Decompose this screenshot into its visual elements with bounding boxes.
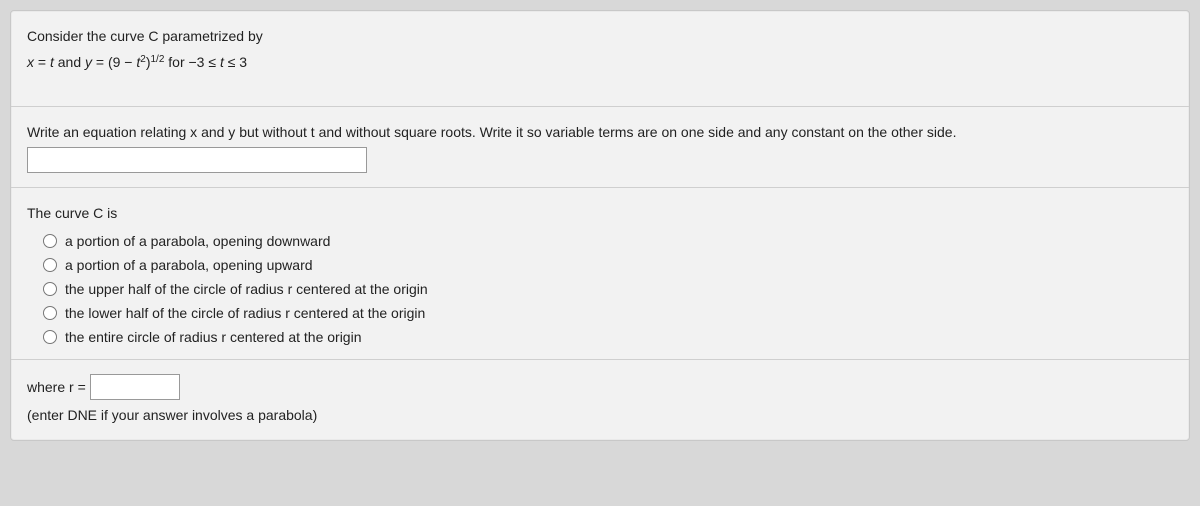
spacer — [27, 78, 1173, 96]
where-r-line: where r = — [27, 374, 1173, 400]
radio-option-2[interactable] — [43, 282, 57, 296]
eq-part2: = (9 − — [92, 54, 136, 70]
parametric-equation: x = t and y = (9 − t2)1/2 for −3 ≤ t ≤ 3 — [27, 51, 1173, 73]
radio-label: the entire circle of radius r centered a… — [65, 329, 362, 345]
radio-option-4[interactable] — [43, 330, 57, 344]
radius-section: where r = (enter DNE if your answer invo… — [11, 359, 1189, 440]
radio-option-3[interactable] — [43, 306, 57, 320]
equation-answer-section: Write an equation relating x and y but w… — [11, 106, 1189, 187]
radio-label: a portion of a parabola, opening upward — [65, 257, 313, 273]
radio-option-0[interactable] — [43, 234, 57, 248]
radio-row: the upper half of the circle of radius r… — [43, 277, 1173, 301]
part2-prompt: The curve C is — [27, 202, 1173, 224]
curve-type-section: The curve C is a portion of a parabola, … — [11, 187, 1189, 358]
eq-for: for −3 ≤ — [164, 54, 220, 70]
radius-input[interactable] — [90, 374, 180, 400]
var-x: x — [27, 54, 34, 70]
radio-label: the lower half of the circle of radius r… — [65, 305, 425, 321]
dne-hint: (enter DNE if your answer involves a par… — [27, 404, 1173, 426]
eq-range-end: ≤ 3 — [224, 54, 247, 70]
problem-statement-section: Consider the curve C parametrized by x =… — [11, 11, 1189, 106]
eq-and: and — [54, 54, 85, 70]
exp-2: 2 — [140, 54, 146, 65]
intro-text: Consider the curve C parametrized by — [27, 25, 1173, 47]
radio-row: a portion of a parabola, opening downwar… — [43, 229, 1173, 253]
part1-prompt: Write an equation relating x and y but w… — [27, 121, 1173, 143]
radio-label: the upper half of the circle of radius r… — [65, 281, 428, 297]
radio-row: a portion of a parabola, opening upward — [43, 253, 1173, 277]
var-y: y — [85, 54, 92, 70]
eq-part: = — [34, 54, 50, 70]
question-panel: Consider the curve C parametrized by x =… — [10, 10, 1190, 441]
radio-option-1[interactable] — [43, 258, 57, 272]
radio-row: the entire circle of radius r centered a… — [43, 325, 1173, 349]
where-r-label: where r = — [27, 379, 90, 395]
radio-label: a portion of a parabola, opening downwar… — [65, 233, 330, 249]
exp-half: 1/2 — [150, 54, 164, 65]
radio-group: a portion of a parabola, opening downwar… — [27, 229, 1173, 349]
radio-row: the lower half of the circle of radius r… — [43, 301, 1173, 325]
equation-input[interactable] — [27, 147, 367, 173]
